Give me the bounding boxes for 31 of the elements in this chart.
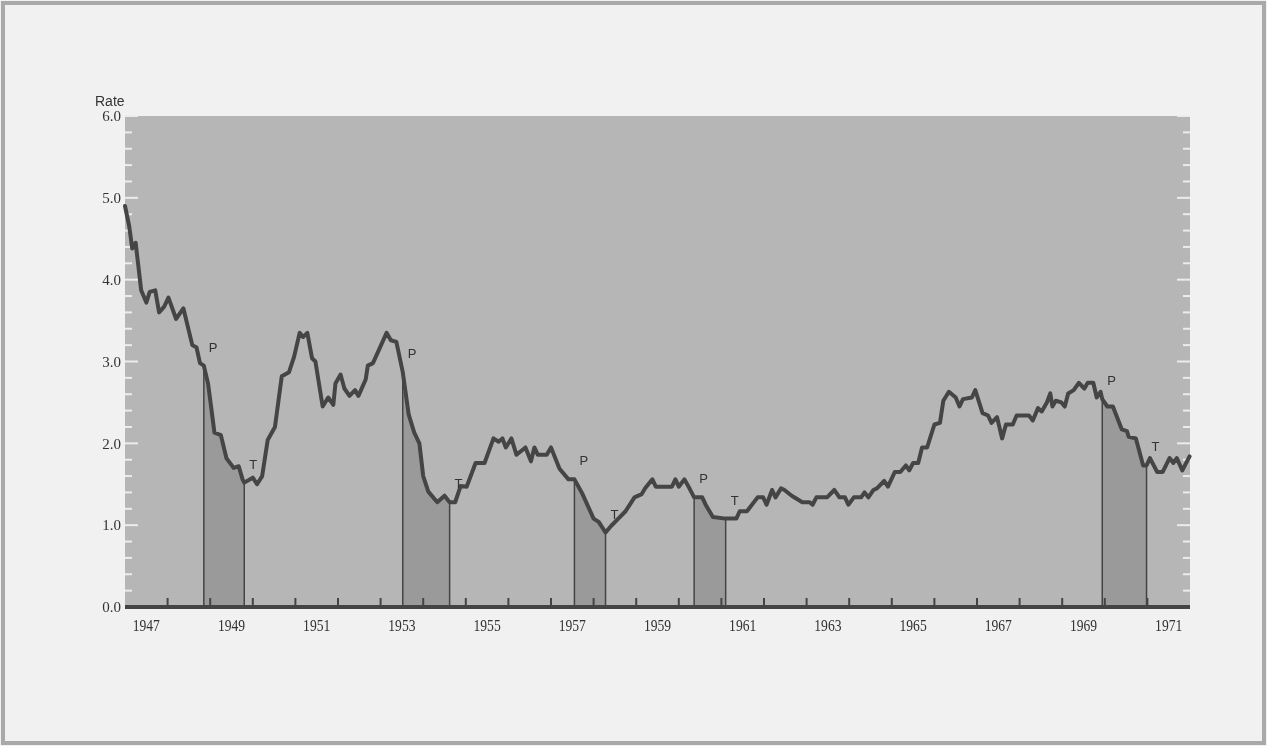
x-tick-label: 1965 xyxy=(899,616,927,635)
annotation: T xyxy=(730,492,739,508)
annotation: T xyxy=(1151,439,1160,455)
annotation: T xyxy=(249,456,258,472)
x-tick-label: 1971 xyxy=(1155,616,1183,635)
y-tick-label: 5.0 xyxy=(102,190,121,207)
y-tick-label: 6.0 xyxy=(102,108,121,125)
x-tick-label: 1953 xyxy=(388,616,416,635)
annotation: T xyxy=(454,476,463,492)
annotation: P xyxy=(699,471,708,487)
y-tick-label: 4.0 xyxy=(102,271,121,288)
x-tick-label: 1957 xyxy=(558,616,586,635)
x-tick-label: 1959 xyxy=(643,616,672,635)
y-tick-label: 3.0 xyxy=(102,353,121,370)
x-tick-label: 1947 xyxy=(132,616,160,635)
annotation: P xyxy=(407,346,417,362)
x-tick-label: 1961 xyxy=(729,616,757,635)
annotation: P xyxy=(1107,373,1116,389)
x-tick-label: 1951 xyxy=(303,616,331,635)
y-tick-label: 2.0 xyxy=(102,435,121,452)
x-tick-label: 1949 xyxy=(217,616,246,635)
y-tick-label: 0.0 xyxy=(102,599,121,616)
x-tick-label: 1967 xyxy=(984,616,1012,635)
x-tick-label: 1955 xyxy=(473,616,501,635)
annotation: P xyxy=(208,339,218,355)
annotation: T xyxy=(610,506,619,522)
y-tick-label: 1.0 xyxy=(102,517,121,534)
annotation: P xyxy=(579,453,589,469)
y-axis-title: Rate xyxy=(95,93,125,109)
x-tick-label: 1969 xyxy=(1069,616,1098,635)
x-tick-label: 1963 xyxy=(814,616,842,635)
